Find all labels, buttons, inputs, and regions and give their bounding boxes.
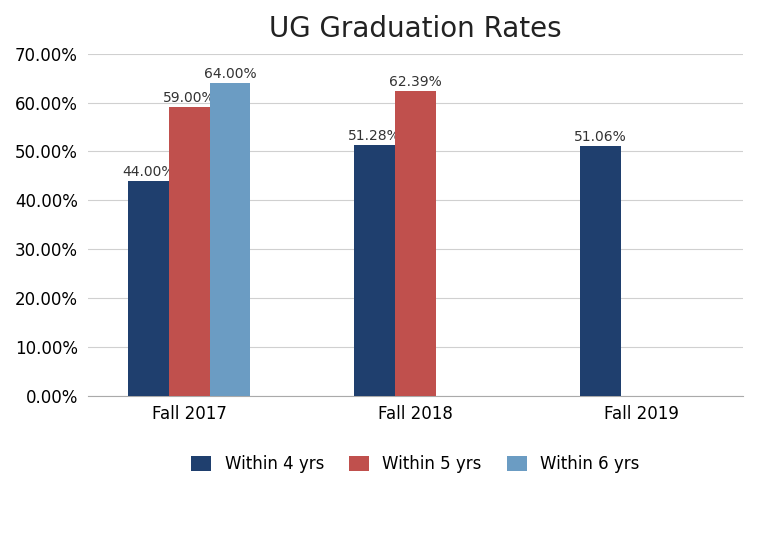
Bar [581, 146, 621, 396]
Bar [169, 107, 210, 396]
Bar [210, 83, 250, 396]
Text: 44.00%: 44.00% [123, 165, 175, 178]
Text: 51.06%: 51.06% [575, 130, 627, 144]
Bar [354, 145, 395, 396]
Text: 64.00%: 64.00% [204, 67, 256, 81]
Title: UG Graduation Rates: UG Graduation Rates [269, 15, 562, 43]
Bar [128, 181, 169, 396]
Legend: Within 4 yrs, Within 5 yrs, Within 6 yrs: Within 4 yrs, Within 5 yrs, Within 6 yrs [185, 448, 646, 480]
Text: 62.39%: 62.39% [389, 75, 442, 89]
Text: 59.00%: 59.00% [163, 92, 216, 106]
Bar [395, 91, 436, 396]
Text: 51.28%: 51.28% [349, 129, 401, 143]
